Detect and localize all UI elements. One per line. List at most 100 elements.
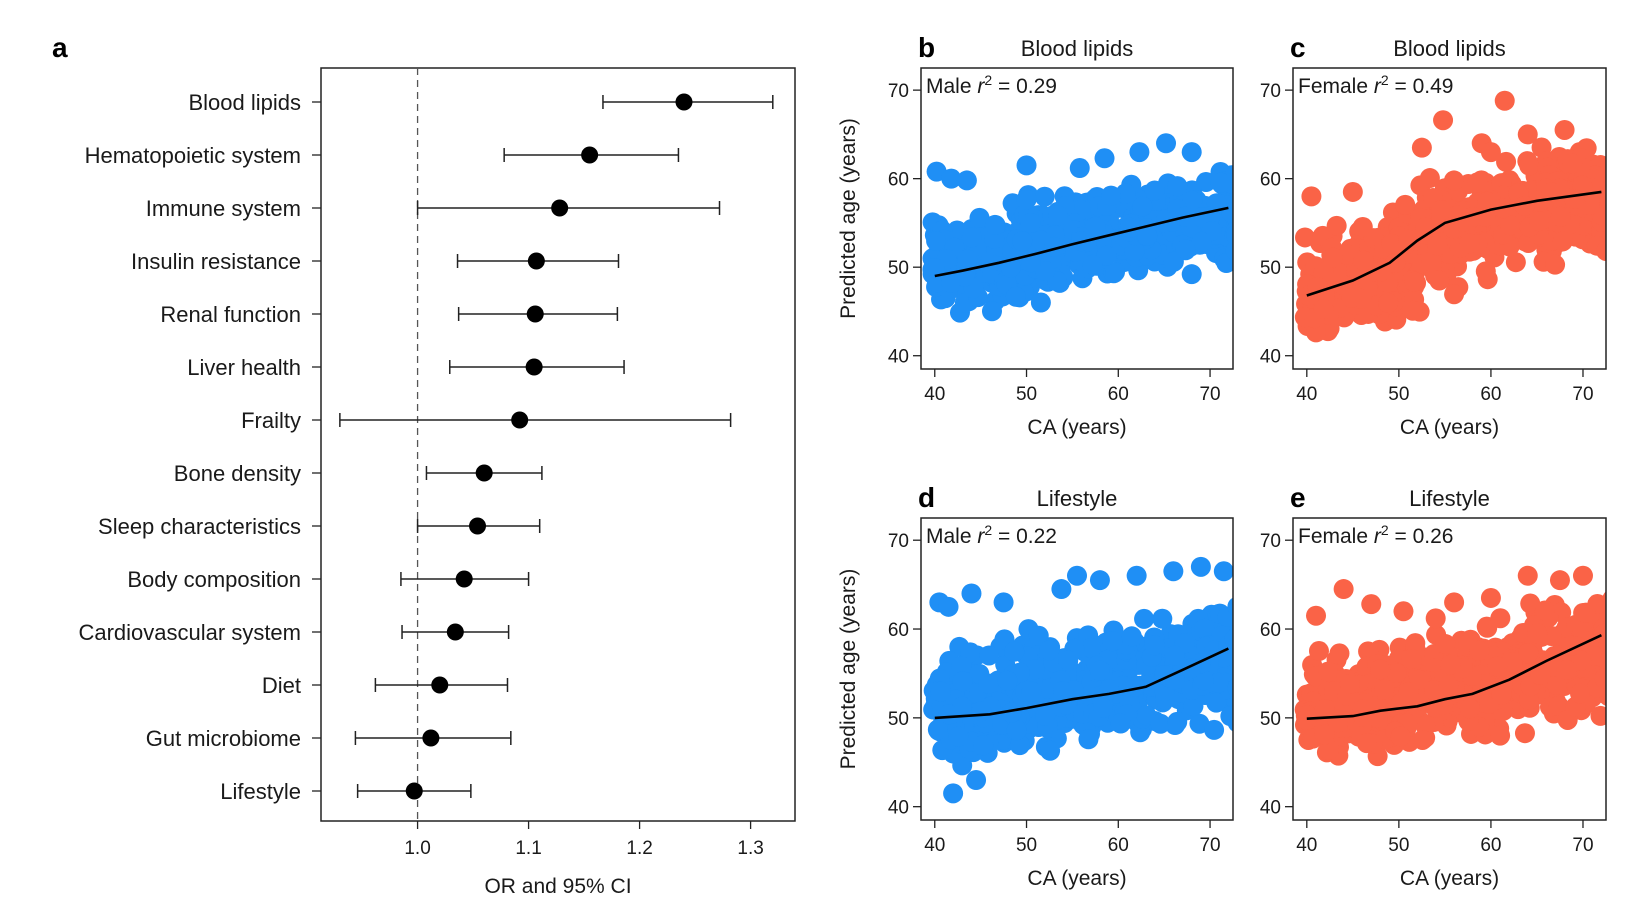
y-tick-label: 70 [1260, 531, 1281, 552]
scatter-point-outlier [1069, 158, 1090, 179]
scatter-point [1314, 724, 1335, 745]
scatter-point [1183, 696, 1204, 717]
r2-annotation-b: Male r2 = 0.29 [926, 72, 1057, 98]
x-tick-label-a: 1.3 [737, 838, 763, 859]
panel-letter-b: b [918, 32, 935, 63]
scatter-point [1020, 213, 1041, 234]
scatter-point-outlier [1425, 608, 1446, 629]
r2-exponent: 2 [1381, 522, 1389, 538]
scatter-point [1327, 712, 1348, 733]
scatter-point [1527, 623, 1548, 644]
scatter-point [1590, 705, 1606, 726]
scatter-point [1295, 227, 1316, 248]
scatter-point [1467, 172, 1488, 193]
scatter-point [1477, 191, 1498, 212]
scatter-point [1314, 699, 1335, 720]
forest-row: Liver health [187, 355, 625, 380]
scatter-points [1294, 565, 1606, 767]
scatter-point [1444, 284, 1465, 305]
scatter-point-outlier [1129, 142, 1150, 163]
r2-symbol: r [972, 525, 986, 548]
scatter-point [1225, 240, 1233, 261]
scatter-point [1319, 739, 1340, 760]
panel-letter-c: c [1290, 32, 1306, 63]
scatter-point [961, 227, 982, 248]
scatter-points [923, 556, 1233, 804]
scatter-point-outlier [938, 596, 959, 617]
scatter-point [1514, 195, 1535, 216]
scatter-point [1326, 215, 1347, 236]
y-axis-e: 40 50 60 70 [1260, 531, 1293, 819]
scatter-point-outlier [1549, 570, 1570, 591]
y-axis-b: 40 50 60 70 [888, 81, 921, 368]
scatter-point [938, 704, 959, 725]
scatter-point [1134, 608, 1155, 629]
scatter-point [1024, 659, 1045, 680]
y-tick-label: 60 [888, 170, 909, 191]
scatter-point [1105, 262, 1126, 283]
panel-a-plot-frame [320, 67, 796, 822]
r2-symbol: r [1368, 75, 1382, 98]
category-label: Cardiovascular system [78, 620, 301, 645]
scatter-point [1378, 292, 1399, 313]
or-point [551, 199, 569, 217]
scatter-point [1137, 225, 1158, 246]
scatter-point [1490, 725, 1511, 746]
y-tick-label: 50 [888, 258, 909, 279]
scatter-point [1547, 674, 1568, 695]
scatter-point [1429, 270, 1450, 291]
scatter-point [1600, 648, 1606, 667]
scatter-point-outlier [1156, 133, 1177, 154]
scatter-point [1519, 155, 1540, 176]
x-axis-c: 40 50 60 70 [1296, 369, 1594, 405]
x-tick-label: 70 [1572, 384, 1593, 405]
fit-line [1306, 190, 1602, 297]
r2-exponent: 2 [984, 72, 992, 88]
x-axis-title-c: CA (years) [1400, 416, 1499, 439]
scatter-point [1390, 726, 1411, 747]
y-tick-label: 40 [1260, 798, 1281, 819]
category-label: Sleep characteristics [98, 514, 301, 539]
scatter-point [979, 645, 1000, 666]
x-tick-label: 60 [1480, 384, 1501, 405]
y-tick-label: 40 [1260, 347, 1281, 368]
scatter-point [1085, 216, 1106, 237]
scatter-point-outlier [1333, 579, 1354, 600]
scatter-point [957, 249, 978, 270]
scatter-point [1491, 684, 1512, 705]
scatter-point [1518, 643, 1539, 664]
scatter-point [1329, 643, 1350, 664]
scatter-point [1353, 250, 1374, 271]
scatter-point [969, 207, 990, 228]
x-axis-title-b: CA (years) [1027, 416, 1126, 439]
scatter-point-outlier [1480, 587, 1501, 608]
scatter-point-outlier [1411, 137, 1432, 158]
scatter-point-outlier [1393, 601, 1414, 622]
y-tick-label: 70 [888, 531, 909, 552]
scatter-point [1419, 168, 1440, 189]
scatter-point [1502, 652, 1523, 673]
scatter-point [1496, 151, 1517, 172]
scatter-point [1006, 720, 1027, 741]
panel-title-d: Lifestyle [1037, 486, 1118, 511]
scatter-point-outlier [1517, 124, 1538, 145]
category-label: Blood lipids [188, 90, 301, 115]
scatter-point [1040, 740, 1061, 761]
scatter-point [1431, 200, 1452, 221]
scatter-point [1004, 641, 1025, 662]
r2-value: 0.22 [1016, 525, 1057, 548]
or-point [431, 676, 449, 694]
x-tick-label: 70 [1199, 835, 1220, 856]
scatter-point [997, 670, 1018, 691]
forest-row: Lifestyle [220, 779, 472, 804]
scatter-point-outlier [1572, 565, 1593, 586]
scatter-point-outlier [1494, 90, 1515, 111]
scatter-point [1571, 650, 1592, 671]
scatter-point [1048, 205, 1069, 226]
x-tick-label: 60 [1480, 835, 1501, 856]
scatter-point [1435, 634, 1456, 655]
scatter-point [1082, 254, 1103, 275]
scatter-point [1005, 286, 1026, 307]
scatter-point [924, 258, 945, 279]
or-point [526, 305, 544, 323]
